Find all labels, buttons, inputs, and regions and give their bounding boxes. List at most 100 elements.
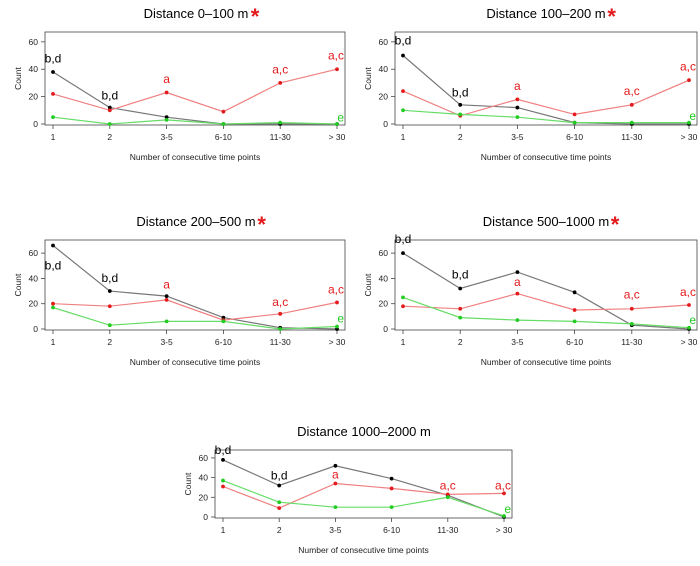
annotation-label: a,c [624,84,640,98]
panel-title: Distance 100–200 m [486,6,605,21]
data-point-green [458,112,463,117]
data-point-black [458,286,463,291]
data-point-green [335,122,339,126]
x-tick-label: 2 [107,132,112,142]
y-axis-label: Count [13,273,23,296]
x-tick-label: 3-5 [329,525,342,535]
data-point-green [515,115,520,120]
x-tick-label: 3-5 [160,337,173,347]
y-tick-label: 60 [29,248,39,258]
data-point-green [278,327,283,331]
data-point-black [164,115,169,120]
annotation-label: e [337,312,344,326]
y-tick-label: 60 [379,37,389,47]
series-line-red [402,79,690,117]
y-tick-label: 60 [29,37,39,47]
x-tick-label: 1 [51,132,56,142]
annotation-label: e [689,109,696,123]
y-axis-label: Count [363,67,373,90]
y-axis-label: Count [183,472,193,495]
data-point-green [629,120,634,125]
data-point-black [572,290,577,295]
x-tick-label: 1 [221,525,226,535]
data-point-green [572,319,577,324]
data-point-red [687,303,691,307]
annotation-label: a,c [272,62,288,76]
data-point-red [335,300,339,305]
x-tick-label: 6-10 [215,132,232,142]
data-point-green [278,120,283,125]
x-tick-label: 6-10 [383,525,400,535]
x-tick-label: 6-10 [215,337,232,347]
data-point-black [401,53,405,58]
data-point-green [107,122,112,126]
panel-1: Distance 0–100 m * 0 20 40 60 1 2 3-5 6-10 11-30 > … [13,4,346,162]
data-point-red [572,112,577,117]
series-line-green [52,306,338,330]
data-point-green [164,319,169,324]
data-point-red [629,102,634,107]
data-point-black [401,251,405,256]
annotation-label: b,d [101,88,118,102]
x-tick-label: 11-30 [437,525,458,535]
x-tick-label: 6-10 [566,132,583,142]
x-tick-label: 11-30 [270,132,291,142]
significance-star: * [611,212,620,237]
y-tick-label: 0 [33,119,38,129]
annotation-label: b,d [101,271,118,285]
x-axis-label: Number of consecutive time points [481,357,611,367]
annotation-label: a,c [328,49,344,63]
data-point-red [51,91,55,96]
annotation-label: a,c [440,478,456,492]
data-point-black [164,294,169,299]
y-tick-label: 40 [29,273,39,283]
annotation-label: a [514,79,521,93]
x-tick-label: 3-5 [511,132,524,142]
plot-frame [44,239,346,331]
annotation-label: a,c [495,478,511,492]
panel-5: Distance 1000–2000 m 0 20 40 60 1 2 3-5 6-10 11-3… [183,424,513,555]
data-point-green [515,318,520,323]
x-tick-label: 3-5 [160,132,173,142]
data-point-black [107,105,112,110]
panel-2: Distance 100–200 m * 0 20 40 60 1 2 3-5 6-10 11-30… [363,4,698,162]
y-tick-label: 20 [199,492,209,502]
data-point-black [51,243,55,248]
series-line-black [402,55,689,125]
series-line-green [52,116,338,125]
data-point-green [687,325,691,330]
data-point-red [401,304,405,309]
data-point-green [401,295,405,300]
data-point-red [164,90,169,95]
series-line-red [52,299,338,321]
y-axis-label: Count [363,273,373,296]
x-tick-label: 11-30 [621,132,642,142]
series-line-red [222,482,505,509]
data-point-green [335,324,339,329]
data-point-black [51,70,55,74]
x-tick-label: > 30 [681,132,698,142]
y-tick-label: 20 [29,92,39,102]
data-point-black [221,457,225,462]
plot-frame [394,31,698,126]
panel-title: Distance 1000–2000 m [297,424,431,439]
data-point-green [687,120,691,125]
x-tick-label: 2 [277,525,282,535]
data-point-green [572,120,577,125]
significance-star: * [607,4,616,29]
x-tick-label: 3-5 [511,337,524,347]
data-point-green [445,495,450,500]
x-axis-label: Number of consecutive time points [130,152,260,162]
data-point-black [277,483,282,488]
significance-star: * [257,212,266,237]
series-line-red [402,292,690,311]
data-point-green [458,315,463,320]
x-tick-label: 1 [401,337,406,347]
data-point-green [401,108,405,113]
panel-title: Distance 500–1000 m [483,214,609,229]
x-tick-label: 2 [458,132,463,142]
annotation-label: a,c [624,288,640,302]
data-point-red [502,491,506,496]
data-point-red [333,481,338,486]
